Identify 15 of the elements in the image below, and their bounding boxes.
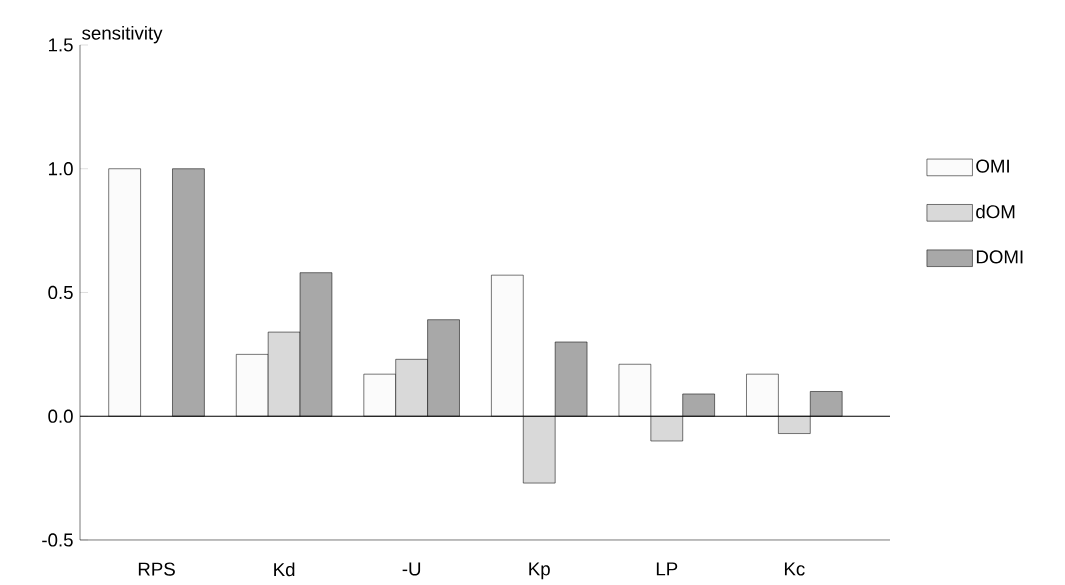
y-tick-label: -0.5 [42, 533, 73, 547]
legend-label: DOMI [976, 250, 1023, 264]
y-axis-title: sensitivity [82, 25, 163, 44]
x-tick-label: Kc [784, 562, 805, 576]
legend-label: OMI [976, 159, 1009, 173]
y-tick-label: 0.5 [48, 285, 73, 300]
y-tick-label: 0.0 [48, 409, 73, 423]
x-tick-label: Kd [274, 562, 295, 577]
x-tick-label: RPS [138, 562, 175, 576]
x-tick-label: -U [402, 562, 421, 576]
x-tick-label: Kp [529, 562, 550, 580]
x-tick-label: LP [656, 562, 678, 576]
legend-label: dOM [976, 204, 1015, 219]
y-tick-label: 1.5 [49, 38, 73, 52]
y-tick-label: 1.0 [49, 162, 73, 176]
